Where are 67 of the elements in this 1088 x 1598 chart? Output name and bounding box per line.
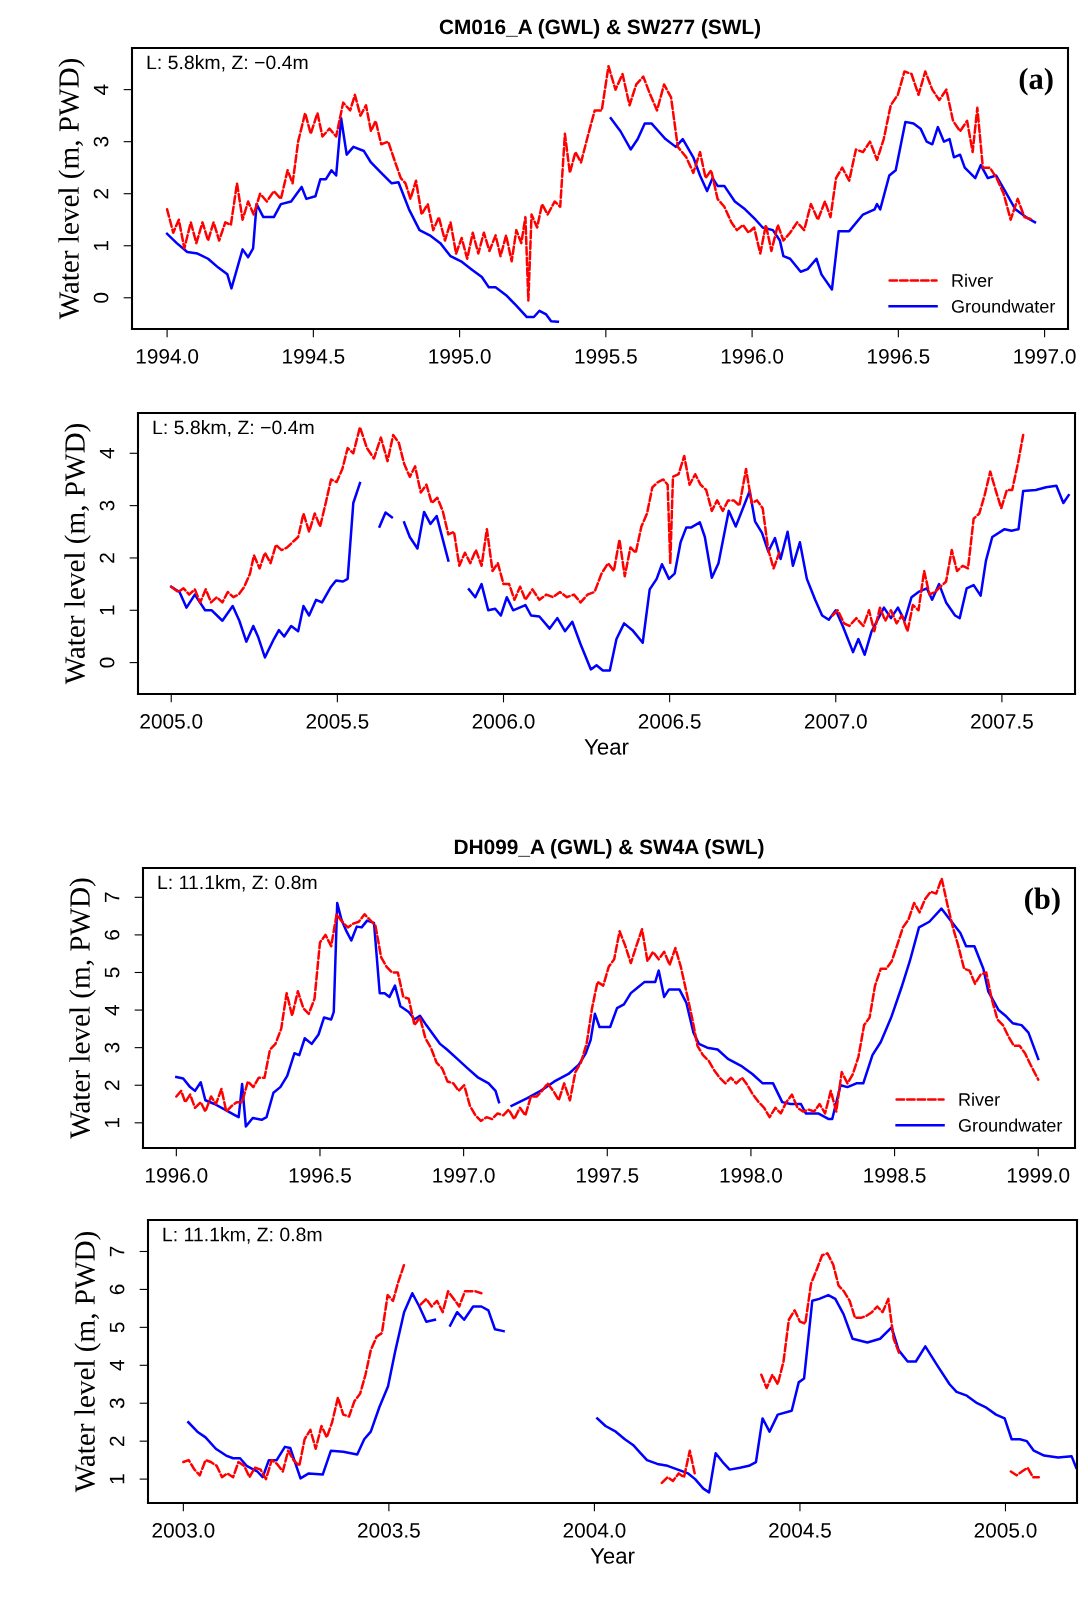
y-tick-label: 2 [109, 1436, 125, 1446]
y-axis-title: Water level (m, PWD) [69, 878, 96, 1139]
x-tick-label: 1995.5 [575, 348, 637, 364]
x-tick-label: 2004.5 [769, 1522, 831, 1538]
y-tick-label: 5 [109, 1322, 125, 1333]
y-tick-label: 1 [109, 1474, 125, 1484]
x-tick-label: 1999.0 [1007, 1167, 1070, 1183]
x-tick-label: 1998.0 [720, 1167, 782, 1183]
annotation: L: 11.1km, Z: 0.8m [163, 1227, 322, 1244]
x-tick-label: 1996.5 [868, 348, 930, 364]
x-tick-label: 1994.0 [136, 348, 199, 364]
y-tick-label: 0 [99, 657, 115, 668]
x-tick-label: 1995.0 [429, 348, 491, 364]
y-tick-label: 2 [93, 188, 109, 199]
y-tick-label: 2 [99, 553, 115, 563]
x-tick-label: 1996.0 [721, 348, 784, 364]
y-tick-label: 3 [109, 1398, 125, 1409]
x-tick-label: 2006.5 [638, 713, 701, 729]
x-axis-title: Year [584, 739, 629, 755]
annotation: L: 5.8km, Z: −0.4m [147, 55, 308, 72]
annotation: L: 11.1km, Z: 0.8m [158, 875, 317, 892]
y-tick-label: 4 [99, 448, 115, 459]
y-tick-label: 7 [104, 892, 120, 903]
y-axis-title: Water level (m, PWD) [74, 1231, 101, 1493]
legend-label: Groundwater [951, 299, 1056, 313]
y-tick-label: 6 [104, 930, 120, 940]
y-axis-title: Water level (m, PWD) [58, 58, 85, 320]
annotation: L: 5.8km, Z: −0.4m [153, 420, 314, 437]
x-tick-label: 1997.5 [577, 1167, 639, 1183]
y-tick-label: 4 [93, 84, 109, 95]
x-tick-label: 2005.5 [306, 713, 369, 729]
legend-label: Groundwater [958, 1118, 1063, 1132]
y-tick-label: 1 [99, 605, 115, 615]
chart-title: CM016_A (GWL) & SW277 (SWL) [439, 19, 761, 39]
y-tick-label: 6 [109, 1284, 125, 1295]
legend-label: River [959, 1092, 1000, 1106]
x-axis-title: Year [590, 1548, 635, 1564]
x-tick-label: 2003.0 [152, 1522, 215, 1538]
legend-label: River [952, 273, 993, 287]
y-tick-label: 3 [104, 1042, 120, 1053]
x-tick-label: 2004.0 [563, 1522, 626, 1538]
annotation: (b) [1025, 887, 1060, 916]
x-tick-label: 2005.0 [140, 713, 203, 729]
y-tick-label: 3 [99, 500, 115, 511]
x-tick-label: 1996.0 [146, 1167, 208, 1183]
y-tick-label: 1 [93, 240, 109, 250]
x-tick-label: 2006.0 [472, 713, 535, 729]
x-tick-label: 2007.5 [971, 713, 1033, 729]
y-tick-label: 1 [104, 1118, 120, 1128]
x-tick-label: 1994.5 [283, 348, 345, 364]
x-tick-label: 1997.0 [1014, 348, 1076, 364]
annotation: (a) [1019, 67, 1053, 96]
y-tick-label: 3 [93, 136, 109, 147]
x-tick-label: 2007.0 [804, 713, 867, 729]
y-tick-label: 5 [104, 967, 120, 978]
x-tick-label: 2005.0 [974, 1522, 1037, 1538]
x-tick-label: 1998.5 [864, 1167, 926, 1183]
x-tick-label: 2003.5 [358, 1522, 420, 1538]
chart-title: DH099_A (GWL) & SW4A (SWL) [454, 839, 764, 859]
y-tick-label: 7 [109, 1246, 125, 1257]
y-tick-label: 0 [93, 292, 109, 303]
x-tick-label: 1997.0 [433, 1167, 495, 1183]
y-tick-label: 2 [104, 1080, 120, 1090]
x-tick-label: 1996.5 [289, 1167, 351, 1183]
y-tick-label: 4 [109, 1360, 125, 1371]
y-tick-label: 4 [104, 1004, 120, 1016]
y-axis-title: Water level (m, PWD) [64, 423, 91, 685]
